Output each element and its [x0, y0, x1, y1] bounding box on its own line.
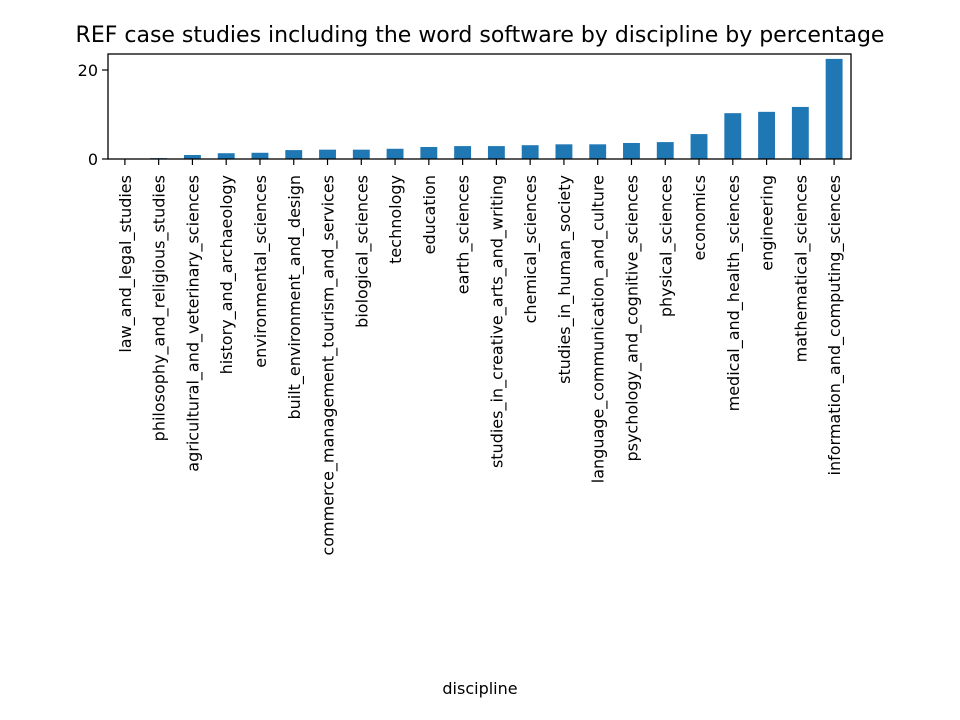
x-tick-label: economics	[690, 175, 709, 261]
bar-education	[420, 146, 438, 159]
x-tick-label: medical_and_health_sciences	[724, 175, 744, 411]
x-axis-label: discipline	[442, 679, 517, 698]
bar-economics	[690, 134, 708, 159]
x-tick-label: earth_sciences	[454, 175, 474, 294]
x-tick-label: technology	[386, 175, 405, 264]
x-tick-label: language_communication_and_culture	[589, 175, 609, 483]
x-tick-label: law_and_legal_studies	[116, 175, 136, 353]
x-tick-label: biological_sciences	[352, 175, 372, 328]
x-tick-label: psychology_and_cognitive_sciences	[622, 175, 642, 462]
plot-frame	[107, 53, 852, 160]
bar-medical_and_health_sciences	[724, 113, 742, 159]
bar-engineering	[758, 111, 776, 159]
bar-earth_sciences	[454, 146, 472, 159]
x-tick-label: studies_in_creative_arts_and_writing	[487, 175, 507, 468]
x-tick-label: chemical_sciences	[521, 175, 541, 323]
x-tick-label: physical_sciences	[656, 175, 676, 317]
x-tick-label: history_and_archaeology	[217, 175, 237, 374]
bar-physical_sciences	[656, 142, 674, 159]
x-tick-label: environmental_sciences	[251, 175, 271, 368]
y-tick-label: 0	[88, 150, 98, 169]
x-tick-label: mathematical_sciences	[791, 175, 811, 362]
x-tick-label: built_environment_and_design	[285, 175, 305, 420]
bar-agricultural_and_veterinary_sciences	[183, 154, 201, 159]
bar-chemical_sciences	[521, 145, 539, 159]
bar-studies_in_creative_arts_and_writing	[487, 146, 505, 159]
bar-technology	[386, 148, 404, 159]
chart-title: REF case studies including the word soft…	[76, 23, 885, 48]
bar-built_environment_and_design	[285, 150, 303, 159]
bar-biological_sciences	[352, 149, 370, 159]
x-tick-label: agricultural_and_veterinary_sciences	[183, 175, 203, 472]
bar-mathematical_sciences	[791, 106, 809, 159]
bars-group	[116, 58, 843, 159]
x-tick-label: education	[420, 175, 439, 254]
y-axis: 0 20	[78, 61, 108, 169]
bar-commerce_management_tourism_and_services	[319, 149, 336, 159]
bar-history_and_archaeology	[217, 153, 235, 159]
bar-environmental_sciences	[251, 152, 269, 159]
x-tick-label: philosophy_and_religious_studies	[150, 175, 170, 441]
bar-language_communication_and_culture	[589, 144, 607, 159]
x-tick-label: studies_in_human_society	[555, 175, 575, 384]
bar-psychology_and_cognitive_sciences	[623, 142, 640, 159]
bar-studies_in_human_society	[555, 144, 573, 159]
x-axis: law_and_legal_studies philosophy_and_reli…	[116, 159, 845, 556]
x-tick-label: commerce_management_tourism_and_services	[319, 175, 339, 556]
bar-information_and_computing_sciences	[825, 58, 843, 159]
x-tick-label: engineering	[758, 175, 777, 271]
y-tick-label: 20	[78, 61, 98, 80]
x-tick-label: information_and_computing_sciences	[825, 175, 845, 475]
